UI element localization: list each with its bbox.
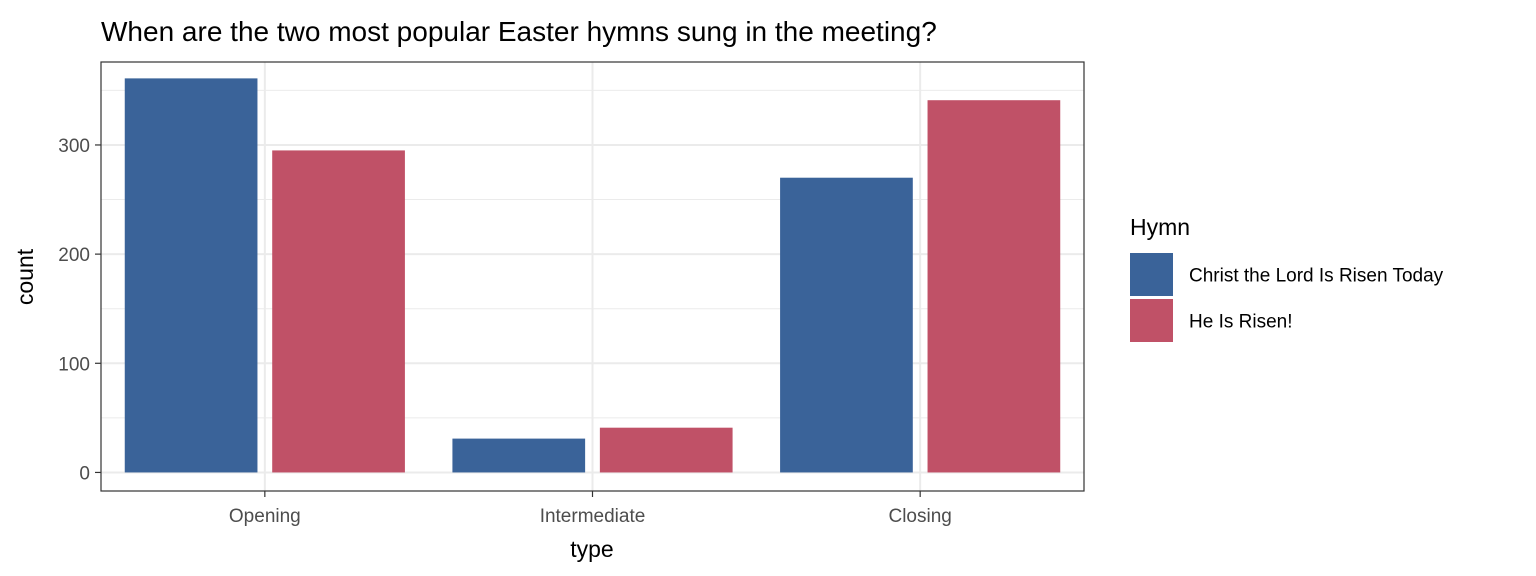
legend-title: Hymn (1130, 214, 1190, 240)
plot-panel (100, 61, 1085, 492)
legend: Hymn Christ the Lord Is Risen Today He Is… (1130, 214, 1444, 342)
major-gridlines (101, 62, 1084, 491)
legend-key (1130, 253, 1173, 296)
bar (927, 100, 1061, 473)
bar (780, 177, 913, 473)
y-tick-label: 300 (58, 136, 90, 157)
bar (599, 427, 733, 473)
y-tick-label: 100 (58, 354, 90, 375)
bar (124, 78, 258, 473)
bar (272, 150, 405, 473)
x-axis-title: type (570, 536, 613, 562)
legend-items: Christ the Lord Is Risen Today He Is Rise… (1130, 253, 1444, 342)
y-axis: 0 100 200 300 (58, 136, 101, 484)
x-tick-label: Intermediate (540, 506, 646, 527)
bars (124, 78, 1061, 473)
x-tick-label: Closing (888, 506, 951, 527)
legend-label: Christ the Lord Is Risen Today (1189, 266, 1444, 287)
y-tick-label: 200 (58, 245, 90, 266)
legend-label: He Is Risen! (1189, 312, 1292, 333)
y-tick-label: 0 (79, 463, 90, 484)
y-axis-title: count (12, 248, 38, 305)
legend-key (1130, 299, 1173, 342)
chart-title: When are the two most popular Easter hym… (101, 16, 937, 47)
bar (452, 438, 586, 473)
x-tick-label: Opening (229, 506, 301, 527)
x-axis: Opening Intermediate Closing (229, 491, 952, 527)
